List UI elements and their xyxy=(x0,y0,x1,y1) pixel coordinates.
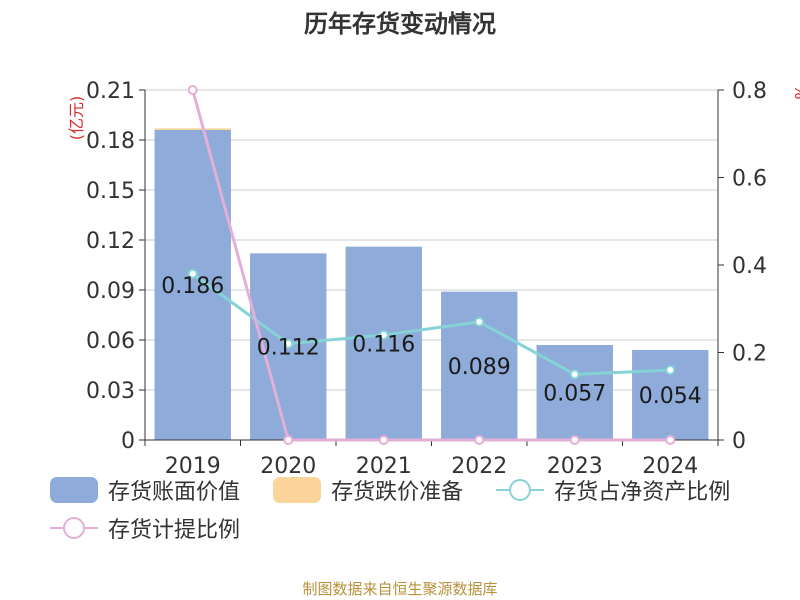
bar-value-label: 0.112 xyxy=(257,336,320,361)
axes: 0 0.03 0.06 0.09 0.12 0.15 0.18 0.21 0 0.2 0.4 0.6 0… xyxy=(67,79,800,479)
legend-item-impairment[interactable]: 存货跌价准备 xyxy=(273,472,463,508)
x-tick-label: 2024 xyxy=(642,454,698,479)
legend-swatch-book-value xyxy=(50,477,98,503)
y-left-tick-label: 0.18 xyxy=(86,129,135,154)
x-tick-label: 2023 xyxy=(547,454,603,479)
provision-ratio-point xyxy=(378,435,389,445)
data-labels: 0.186 0.112 0.116 0.089 0.057 0.054 xyxy=(161,274,701,409)
y-left-tick-label: 0.09 xyxy=(86,279,135,304)
y-right-tick-label: 0.2 xyxy=(732,342,767,367)
legend-label-impairment: 存货跌价准备 xyxy=(331,480,464,505)
bar-book-value xyxy=(441,291,518,440)
bar-impairment xyxy=(154,128,231,130)
bar-value-label: 0.186 xyxy=(161,274,224,299)
y-right-tick-label: 0.6 xyxy=(732,167,767,192)
legend-label-book-value: 存货账面价值 xyxy=(108,480,241,505)
net-asset-ratio-point xyxy=(187,268,198,279)
net-asset-ratio-point xyxy=(569,369,580,380)
x-tick-label: 2021 xyxy=(356,454,412,479)
bar-value-label: 0.054 xyxy=(639,384,702,409)
y-left-tick-label: 0.06 xyxy=(86,329,135,354)
bar-series xyxy=(154,128,709,440)
y-right-tick-label: 0 xyxy=(732,429,746,454)
provision-ratio-point xyxy=(474,435,485,445)
net-asset-ratio-point xyxy=(665,365,676,375)
y-left-tick-label: 0 xyxy=(121,429,135,454)
y-left-unit: (亿元) xyxy=(67,96,86,141)
bar-value-label: 0.057 xyxy=(543,382,606,407)
legend-label-net-asset-ratio: 存货占净资产比例 xyxy=(554,480,731,505)
y-left-tick-label: 0.12 xyxy=(86,229,135,254)
legend-item-net-asset-ratio[interactable]: 存货占净资产比例 xyxy=(496,472,730,508)
legend-label-provision-ratio: 存货计提比例 xyxy=(108,518,241,543)
y-left-tick-label: 0.21 xyxy=(86,79,135,104)
x-tick-label: 2020 xyxy=(260,454,316,479)
y-left-tick-label: 0.03 xyxy=(86,379,135,404)
y-right-tick-label: 0.4 xyxy=(732,254,767,279)
line-series xyxy=(187,85,676,445)
provision-ratio-line xyxy=(191,89,671,442)
x-tick-label: 2022 xyxy=(451,454,507,479)
legend-swatch-impairment xyxy=(273,477,322,503)
legend-item-book-value[interactable]: 存货账面价值 xyxy=(50,472,240,508)
net-asset-ratio-line xyxy=(191,272,671,376)
bar-value-label: 0.089 xyxy=(448,355,511,380)
y-right-tick-label: 0.8 xyxy=(732,79,767,104)
chart-title: 历年存货变动情况 xyxy=(304,10,496,38)
legend-item-provision-ratio[interactable]: 存货计提比例 xyxy=(50,510,240,546)
provision-ratio-point xyxy=(283,435,294,445)
provision-ratio-point xyxy=(569,435,580,445)
legend: 存货账面价值 存货跌价准备 存货占净资产比例 存货计提比例 xyxy=(50,470,790,546)
legend-swatch-net-asset-ratio xyxy=(496,479,545,501)
x-tick-label: 2019 xyxy=(165,454,221,479)
net-asset-ratio-point xyxy=(378,330,389,340)
legend-swatch-provision-ratio xyxy=(50,517,98,539)
source-note: 制图数据来自恒生聚源数据库 xyxy=(302,580,498,598)
net-asset-ratio-point xyxy=(474,316,485,327)
net-asset-ratio-point xyxy=(283,338,294,349)
provision-ratio-point xyxy=(187,85,198,95)
y-right-unit: % xyxy=(791,84,800,99)
bar-value-label: 0.116 xyxy=(352,332,415,357)
bar-book-value xyxy=(345,246,422,440)
y-left-tick-label: 0.15 xyxy=(86,179,135,204)
provision-ratio-point xyxy=(665,435,676,445)
